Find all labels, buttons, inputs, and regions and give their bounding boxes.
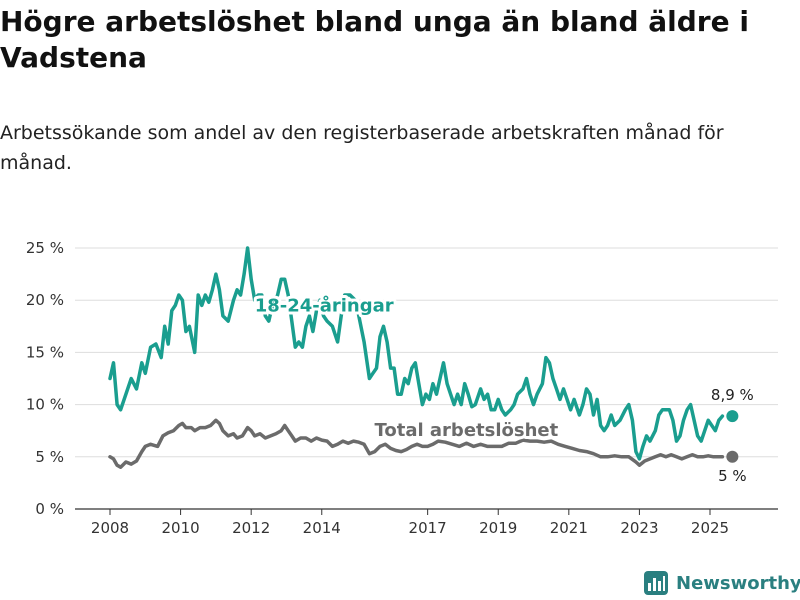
x-tick-label: 2014	[303, 519, 341, 537]
y-tick-label: 25 %	[26, 239, 64, 257]
chart-title: Högre arbetslöshet bland unga än bland ä…	[0, 5, 749, 74]
x-tick-label: 2010	[161, 519, 199, 537]
youth-series-line	[108, 246, 725, 461]
youth-series-label: 18-24-åringar	[255, 295, 394, 317]
x-tick-label: 2021	[550, 519, 588, 537]
x-tick-label: 2012	[232, 519, 270, 537]
youth-series-label-halo: 18-24-åringar	[255, 295, 394, 317]
bar-chart-logo-icon	[644, 571, 668, 595]
total-end-label: 5 %	[718, 467, 747, 485]
youth-end-point	[726, 410, 739, 423]
x-tick-label: 2019	[479, 519, 517, 537]
x-tick-label: 2023	[620, 519, 658, 537]
x-tick-label: 2008	[91, 519, 129, 537]
total-series-line	[108, 418, 725, 469]
brand-logo: Newsworthy	[644, 568, 800, 598]
total-series-label: Total arbetslöshet	[374, 420, 558, 441]
total-series-label-halo: Total arbetslöshet	[374, 420, 558, 441]
x-tick-label: 2017	[409, 519, 447, 537]
youth-end-label: 8,9 %	[711, 386, 754, 404]
y-tick-label: 15 %	[26, 343, 64, 361]
brand-name: Newsworthy	[676, 572, 800, 594]
chart-subtitle: Arbetssökande som andel av den registerb…	[0, 122, 724, 174]
y-tick-label: 10 %	[26, 396, 64, 414]
y-tick-label: 5 %	[35, 448, 64, 466]
total-end-point	[726, 450, 739, 463]
y-tick-label: 20 %	[26, 291, 64, 309]
y-tick-label: 0 %	[35, 500, 64, 518]
x-tick-label: 2025	[691, 519, 729, 537]
